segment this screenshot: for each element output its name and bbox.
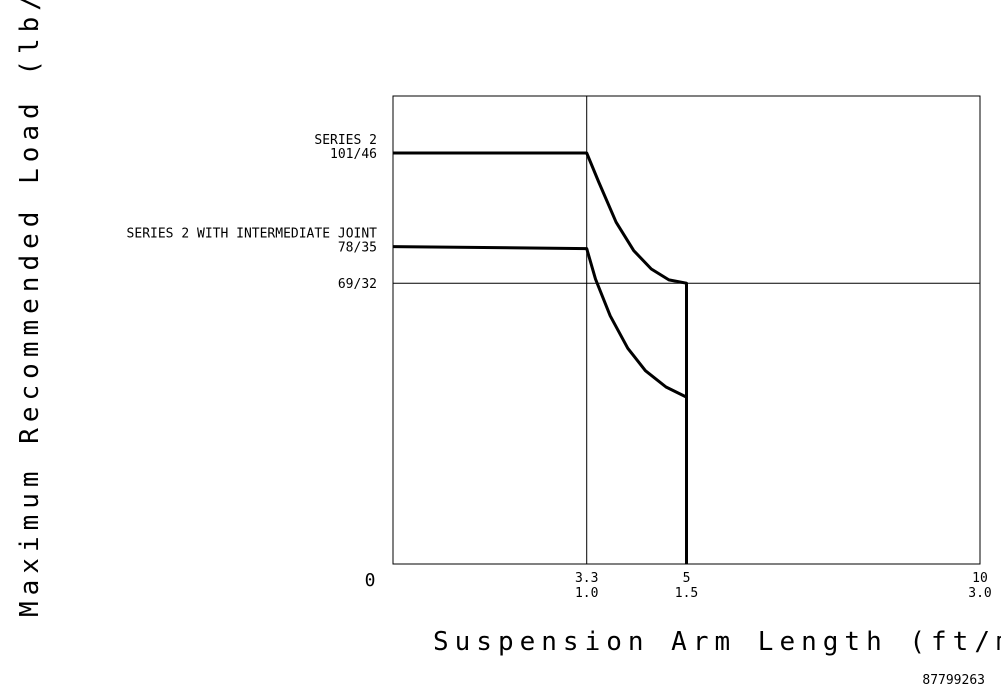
y-value-label: 78/35 xyxy=(338,241,377,256)
x-tick-label-ft: 10 xyxy=(972,571,988,586)
x-axis-label: Suspension Arm Length (ft/m) xyxy=(433,627,1001,657)
series-line-2 xyxy=(392,245,688,564)
origin-label: 0 xyxy=(365,570,376,591)
x-tick-label-m: 1.0 xyxy=(575,586,598,601)
series-name-label: SERIES 2 xyxy=(314,133,377,148)
series-line-1 xyxy=(393,151,688,564)
series-name-label: SERIES 2 WITH INTERMEDIATE JOINT xyxy=(127,227,378,242)
x-tick-label-ft: 3.3 xyxy=(575,571,598,586)
x-tick-label-m: 3.0 xyxy=(968,586,991,601)
x-tick-label-m: 1.5 xyxy=(675,586,698,601)
y-value-label: 101/46 xyxy=(330,147,377,162)
y-value-label: 69/32 xyxy=(338,277,377,292)
drawing-code: 87799263 xyxy=(922,673,985,688)
x-tick-label-ft: 5 xyxy=(683,571,691,586)
y-axis-label: Maximum Recommended Load (lb/kg) xyxy=(15,0,45,617)
